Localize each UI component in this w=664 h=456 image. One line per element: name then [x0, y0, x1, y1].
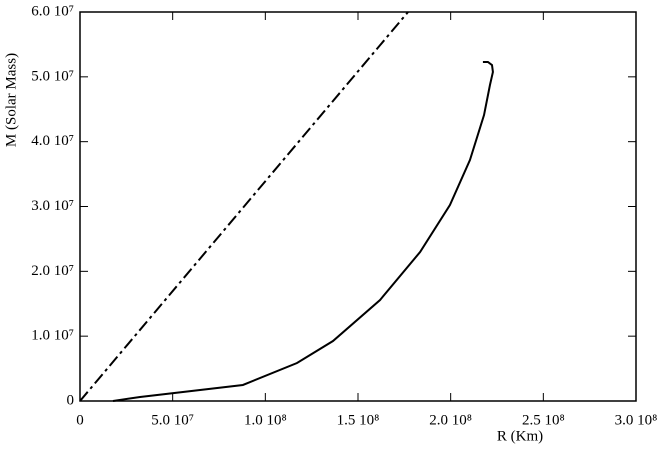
curve	[112, 60, 494, 402]
x-tick-label: 1.0 10⁸	[244, 412, 287, 428]
x-tick-label: 2.5 10⁸	[522, 412, 565, 428]
y-axis-title: M (Solar Mass)	[3, 53, 19, 147]
y-tick-label: 0	[67, 392, 75, 408]
y-tick-label: 3.0 10⁷	[31, 198, 74, 214]
x-tick-label: 1.5 10⁸	[337, 412, 380, 428]
x-tick-label: 2.0 10⁸	[429, 412, 472, 428]
curve	[79, 11, 409, 402]
x-tick-label: 5.0 10⁷	[151, 412, 194, 428]
y-tick-label: 2.0 10⁷	[31, 263, 74, 279]
y-tick-label: 5.0 10⁷	[31, 68, 74, 84]
x-tick-label: 3.0 10⁸	[615, 412, 658, 428]
x-tick-label: 0	[76, 412, 84, 428]
y-tick-label: 6.0 10⁷	[31, 3, 74, 19]
x-axis-title: R (Km)	[497, 428, 543, 444]
plot-frame	[79, 11, 637, 402]
y-tick-label: 4.0 10⁷	[31, 133, 74, 149]
y-tick-label: 1.0 10⁷	[31, 328, 74, 344]
